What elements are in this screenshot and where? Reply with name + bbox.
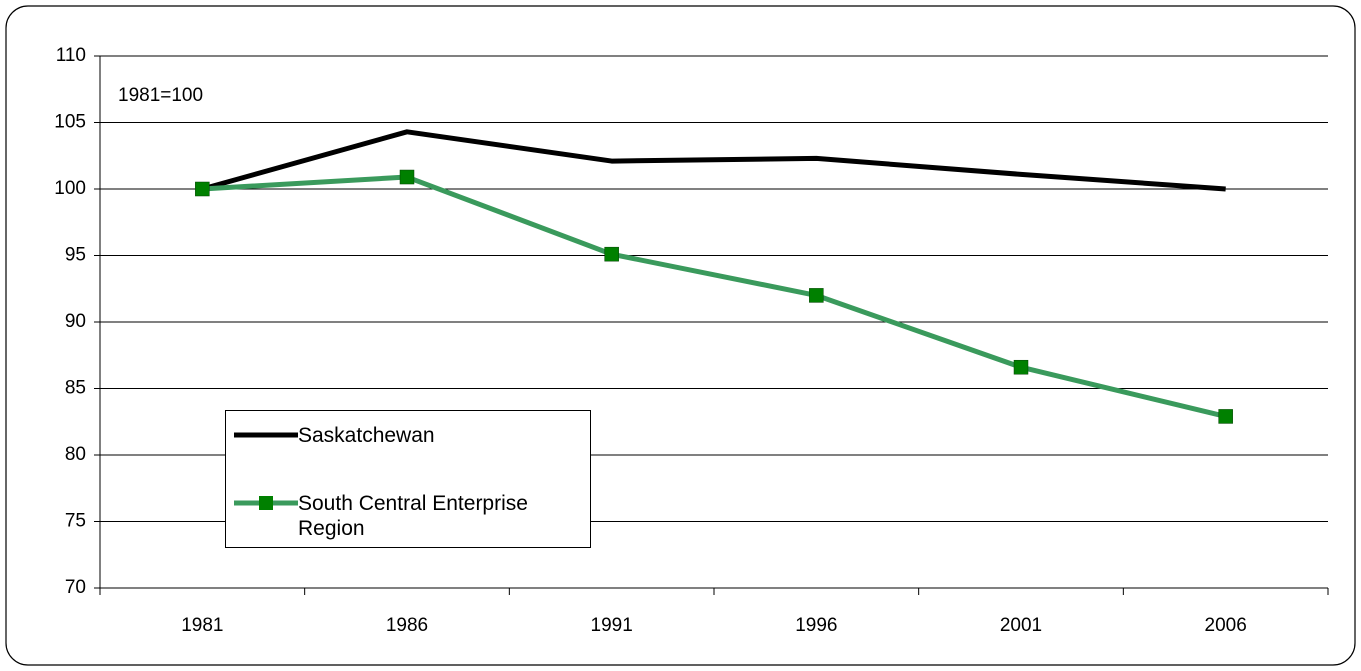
x-tick-label: 1981 — [181, 615, 223, 636]
legend-icon — [234, 496, 298, 510]
x-tick-label: 2006 — [1205, 615, 1247, 636]
x-tick-label: 1986 — [386, 615, 428, 636]
marker — [399, 169, 415, 185]
x-tick-label: 1991 — [591, 615, 633, 636]
y-tick-label: 110 — [56, 45, 86, 66]
marker — [1013, 359, 1029, 375]
legend-entry: South Central Enterprise Region — [234, 491, 588, 541]
y-tick-label: 75 — [65, 511, 86, 532]
legend-marker — [259, 496, 273, 510]
x-tick-label: 2001 — [1000, 615, 1042, 636]
y-tick-label: 100 — [54, 178, 86, 199]
y-tick-label: 80 — [65, 444, 86, 465]
y-tick-label: 90 — [65, 311, 86, 332]
legend-entry: Saskatchewan — [234, 423, 588, 448]
y-tick-label: 70 — [65, 577, 86, 598]
y-tick-label: 105 — [54, 112, 86, 133]
y-tick-label: 95 — [65, 245, 86, 266]
y-tick-label: 85 — [65, 378, 86, 399]
annotation: 1981=100 — [118, 85, 203, 106]
marker — [809, 288, 824, 303]
legend-label: Saskatchewan — [298, 424, 435, 447]
legend-label: South Central Enterprise Region — [298, 492, 528, 540]
legend: Saskatchewan South Central Enterprise Reg… — [225, 410, 591, 548]
x-tick-label: 1996 — [795, 615, 837, 636]
series-line — [201, 129, 1226, 192]
frame — [5, 5, 1356, 666]
marker — [604, 246, 619, 262]
marker — [1218, 409, 1233, 424]
marker — [195, 181, 210, 197]
series-line — [202, 174, 1227, 419]
legend-icon — [234, 432, 298, 438]
